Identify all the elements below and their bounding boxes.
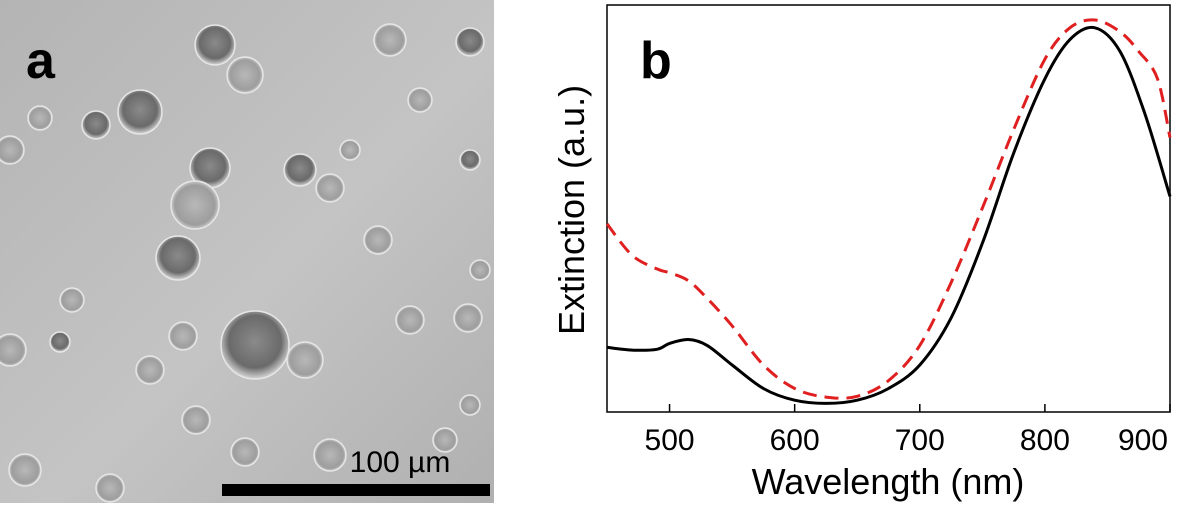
panel-a-label: a [26, 32, 56, 90]
cell-blob [286, 341, 324, 379]
cell-blob [170, 180, 220, 230]
cell-blob [181, 405, 211, 435]
cell-blob [59, 287, 85, 313]
cell-blob [49, 331, 71, 353]
panel-a-micrograph: a 100 µm [0, 0, 494, 503]
extinction-chart: b 500 600 700 800 900 Wavelength (nm) Extinc… [551, 4, 1172, 502]
cell-blob [315, 173, 345, 203]
cell-blob [459, 394, 481, 416]
cell-blob [155, 235, 201, 281]
cell-blob [363, 225, 393, 255]
cell-blob [135, 355, 165, 385]
cell-blob [339, 139, 361, 161]
cell-blob [168, 321, 198, 351]
cell-blob [95, 473, 125, 503]
x-axis-ticks: 500 600 700 800 900 [645, 404, 1171, 457]
cell-blob [220, 310, 290, 380]
chart-series [605, 18, 1172, 405]
cell-blob [226, 56, 264, 94]
cell-blob [8, 453, 42, 487]
cell-blob [373, 23, 407, 57]
micrograph-cells [0, 23, 491, 503]
cell-blob [81, 110, 111, 140]
x-tick-label: 500 [645, 424, 695, 457]
cell-blob [313, 438, 347, 472]
cell-blob [455, 27, 485, 57]
cell-blob [432, 427, 458, 453]
cell-blob [117, 89, 163, 135]
scale-bar [222, 484, 490, 496]
x-tick-label: 600 [770, 424, 820, 457]
cell-blob [453, 303, 483, 333]
panel-b-chart: b 500 600 700 800 900 Wavelength (nm) Extinc… [540, 0, 1200, 503]
cell-blob [0, 333, 27, 367]
x-tick-label: 800 [1020, 424, 1070, 457]
cell-blob [0, 135, 25, 165]
cell-blob [459, 149, 481, 171]
cell-blob [283, 153, 317, 187]
scale-bar-label: 100 µm [350, 446, 451, 479]
cell-blob [469, 259, 491, 281]
plot-frame [606, 4, 1171, 413]
cell-blob [27, 105, 53, 131]
x-axis-label: Wavelength (nm) [752, 461, 1025, 502]
cell-blob [395, 305, 425, 335]
series-line-dashed [605, 18, 1172, 400]
cell-blob [230, 437, 260, 467]
x-tick-label: 700 [895, 424, 945, 457]
y-axis-label: Extinction (a.u.) [551, 85, 592, 335]
cell-blob [194, 24, 236, 66]
panel-b-label: b [640, 32, 672, 90]
series-line-solid [606, 25, 1172, 405]
micrograph-image: a 100 µm [0, 0, 494, 503]
cell-blob [407, 87, 433, 113]
x-tick-label: 900 [1118, 424, 1168, 457]
